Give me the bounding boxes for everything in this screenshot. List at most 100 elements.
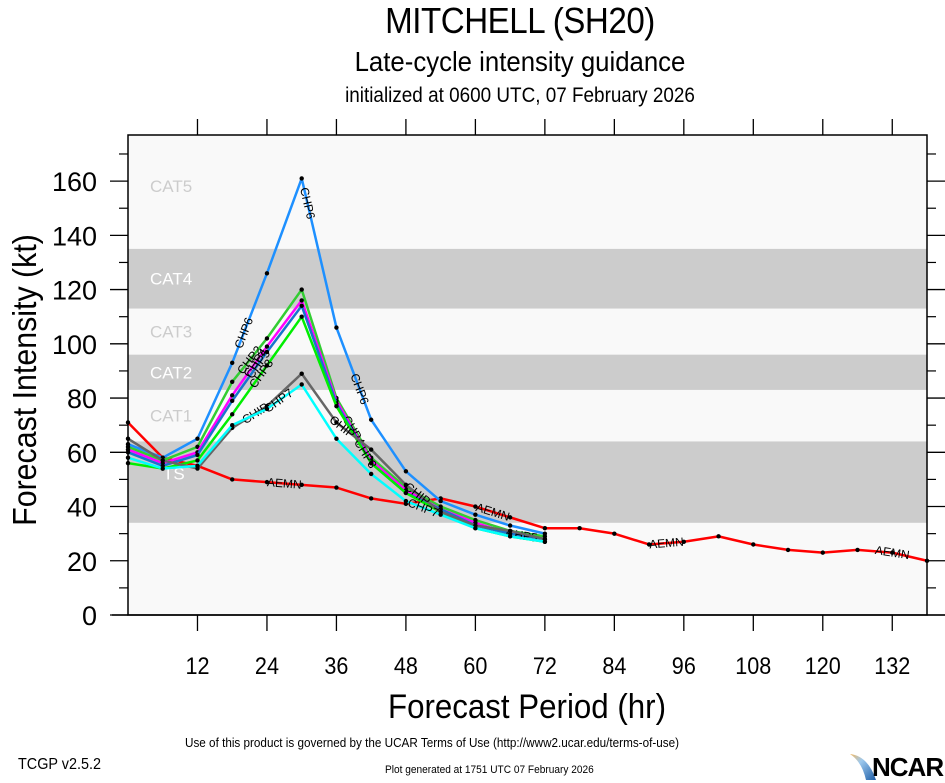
x-axis-label: Forecast Period (hr) (388, 687, 666, 726)
data-point-aemn (820, 550, 825, 555)
series-label-aemn: AEMN (649, 535, 685, 552)
x-tick-label: 96 (672, 652, 696, 679)
ncar-logo-swoosh-icon (850, 754, 876, 780)
data-point-aemn (751, 542, 756, 547)
data-point-aemn (785, 547, 791, 553)
x-tick-label: 72 (533, 652, 557, 679)
x-tick-label: 24 (255, 652, 279, 679)
data-point-chp7 (438, 512, 443, 517)
band-label-cat2: CAT2 (150, 363, 192, 382)
data-point-chp6 (264, 271, 270, 276)
data-point-chip (368, 447, 374, 452)
band-label-cat3: CAT3 (150, 323, 192, 342)
data-point-chp4 (264, 344, 270, 349)
data-point-chp7 (403, 498, 409, 504)
data-point-chp7 (160, 466, 165, 471)
data-point-chp5 (230, 398, 235, 403)
data-point-chp3 (195, 458, 200, 463)
data-point-chp2 (299, 287, 304, 292)
ncar-logo: NCAR (872, 752, 944, 782)
band-cat4 (128, 248, 927, 309)
x-tick-label: 120 (805, 652, 841, 679)
data-point-chip (160, 458, 165, 463)
data-point-aemn (646, 542, 652, 547)
data-point-chp6 (195, 436, 200, 441)
data-point-chp2 (230, 379, 235, 384)
data-point-chp3 (403, 490, 409, 496)
x-tick-label: 108 (735, 652, 771, 679)
y-tick-label: 160 (52, 167, 97, 197)
data-point-chp2 (195, 444, 200, 450)
data-point-aemn (334, 485, 339, 490)
series-label-aemn: AEMN (874, 543, 910, 562)
band-label-cat5: CAT5 (150, 177, 192, 196)
data-point-chp6 (403, 469, 409, 474)
axes: 0 20 40 60 80 100 120 140 160 12 24 36 48 60 72 84 96 108… (52, 119, 945, 679)
y-axis-label: Forecast Intensity (kt) (6, 234, 43, 526)
band-label-cat4: CAT4 (150, 270, 192, 289)
data-point-chp7 (195, 463, 200, 469)
data-point-aemn (230, 477, 235, 482)
x-tick-label: 84 (602, 652, 626, 679)
data-point-aemn (681, 539, 687, 544)
data-point-chp3 (368, 460, 374, 466)
band-ts (128, 441, 927, 523)
series-line-aemn (127, 421, 928, 562)
data-point-chp5 (299, 303, 304, 309)
data-point-aemn (716, 534, 721, 539)
data-point-chp3 (299, 314, 304, 319)
y-tick-label: 60 (67, 438, 97, 468)
data-point-chp3 (264, 363, 270, 368)
y-tick-label: 140 (52, 221, 97, 251)
data-point-chp6 (230, 360, 235, 365)
data-point-chp7 (299, 382, 304, 387)
data-point-chp7 (264, 406, 270, 412)
data-point-aemn (612, 531, 617, 536)
chart-init-time: initialized at 0600 UTC, 07 February 202… (345, 84, 695, 107)
y-tick-label: 120 (52, 276, 97, 306)
data-point-chip (507, 528, 513, 534)
y-tick-label: 80 (67, 384, 97, 414)
chart-title: MITCHELL (SH20) (385, 0, 655, 41)
terms-of-use-notice: Use of this product is governed by the U… (185, 735, 679, 750)
data-point-chp2 (264, 336, 270, 341)
data-point-chp7 (334, 436, 339, 441)
data-point-chp6 (507, 523, 513, 528)
y-tick-label: 20 (67, 547, 97, 577)
data-point-chp5 (195, 452, 200, 458)
chart-subtitle: Late-cycle intensity guidance (354, 46, 686, 77)
data-point-chp7 (507, 534, 513, 539)
data-point-chp7 (542, 539, 548, 544)
data-point-chp6 (299, 176, 304, 181)
x-tick-label: 48 (394, 652, 418, 679)
data-point-chp6 (368, 417, 374, 422)
x-tick-label: 132 (874, 652, 910, 679)
y-tick-label: 40 (67, 493, 97, 523)
data-point-chp5 (264, 349, 270, 355)
data-point-chp6 (473, 512, 478, 517)
data-point-aemn (542, 526, 548, 531)
data-point-aemn (855, 547, 860, 553)
data-point-chip (299, 371, 304, 376)
x-tick-label: 36 (324, 652, 348, 679)
data-point-chp4 (230, 393, 235, 398)
data-point-chip (403, 482, 409, 488)
data-point-chp6 (334, 325, 339, 330)
version-label: TCGP v2.5.2 (18, 756, 101, 773)
data-point-chp7 (230, 422, 235, 428)
x-tick-label: 12 (185, 652, 209, 679)
data-point-aemn (264, 479, 270, 485)
x-tick-label: 60 (463, 652, 487, 679)
data-point-aemn (507, 515, 513, 520)
y-tick-label: 0 (82, 601, 97, 631)
data-point-aemn (473, 504, 478, 509)
series-lines: AEMNAEMNAEMNAEMNCHP6CHP6CHP6CHP2CHP4CHP4… (125, 176, 930, 563)
series-label-aemn: AEMN (266, 475, 302, 492)
data-point-chp7 (368, 471, 374, 477)
data-point-chp3 (334, 403, 339, 409)
data-point-chp3 (230, 412, 235, 417)
data-point-aemn (577, 526, 582, 531)
